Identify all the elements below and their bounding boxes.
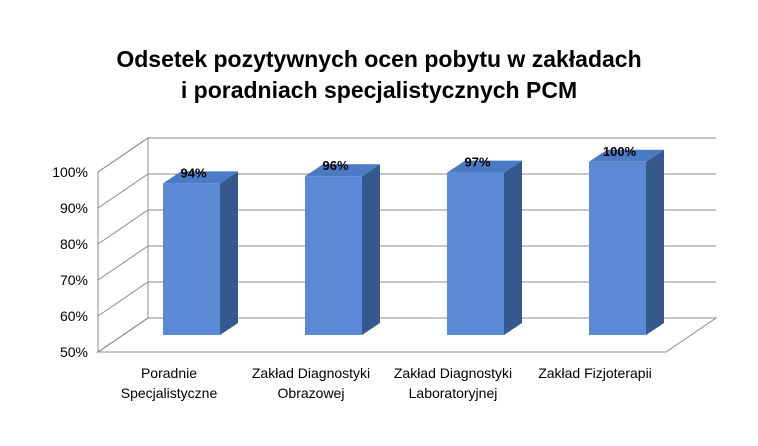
y-tick-label: 50% — [60, 344, 88, 360]
bar-side — [362, 164, 380, 335]
gridline-side — [97, 209, 149, 245]
bar-side — [646, 149, 664, 335]
gridline-side — [97, 281, 149, 317]
y-tick-label: 60% — [60, 308, 88, 324]
data-label: 100% — [603, 144, 637, 159]
bar-side — [220, 171, 238, 335]
bar-top — [447, 160, 522, 173]
x-tick-label: Specjalistyczne — [121, 385, 218, 401]
x-tick-label: Zakład Diagnostyki — [252, 365, 370, 381]
bar — [163, 183, 220, 335]
x-tick-label: Obrazowej — [278, 385, 345, 401]
y-tick-label: 70% — [60, 272, 88, 288]
bar-side — [504, 160, 522, 335]
data-label: 96% — [322, 158, 348, 173]
chart-title: Odsetek pozytywnych ocen pobytu w zakład… — [0, 44, 758, 106]
gridline-side — [97, 245, 149, 281]
bar — [589, 161, 646, 335]
y-tick-label: 80% — [60, 236, 88, 252]
x-tick-label: Poradnie — [141, 365, 197, 381]
bar-top — [305, 164, 380, 177]
gridline-side — [97, 173, 149, 209]
x-tick-label: Zakład Fizjoterapii — [538, 365, 652, 381]
y-tick-label: 90% — [60, 200, 88, 216]
data-label: 97% — [464, 155, 490, 170]
data-label: 94% — [180, 165, 206, 180]
floor — [96, 317, 718, 353]
bar — [305, 176, 362, 335]
bar — [447, 172, 504, 335]
bar-top — [163, 171, 238, 184]
chart-title-line-2: i poradniach specjalistycznych PCM — [180, 77, 578, 103]
bar-top — [589, 149, 664, 162]
side-wall — [97, 137, 149, 353]
y-tick-label: 100% — [52, 164, 88, 180]
gridline-side — [97, 137, 149, 173]
x-tick-label: Laboratoryjnej — [409, 385, 498, 401]
x-tick-label: Zakład Diagnostyki — [394, 365, 512, 381]
chart-title-line-1: Odsetek pozytywnych ocen pobytu w zakład… — [116, 46, 642, 72]
